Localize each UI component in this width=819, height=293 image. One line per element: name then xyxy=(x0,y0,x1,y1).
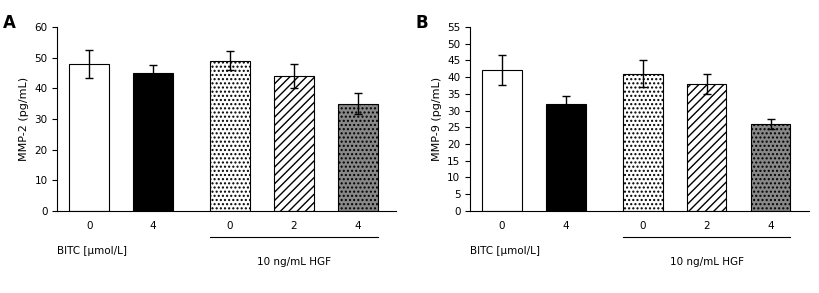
Bar xyxy=(133,73,173,211)
Text: BITC [μmol/L]: BITC [μmol/L] xyxy=(469,246,540,256)
Bar xyxy=(750,124,790,211)
Text: 10 ng/mL HGF: 10 ng/mL HGF xyxy=(256,257,330,267)
Bar xyxy=(210,61,250,211)
Text: A: A xyxy=(3,14,16,32)
Y-axis label: MMP-9 (pg/mL): MMP-9 (pg/mL) xyxy=(431,77,441,161)
Bar xyxy=(622,74,662,211)
Y-axis label: MMP-2 (pg/mL): MMP-2 (pg/mL) xyxy=(19,77,29,161)
Bar xyxy=(337,104,377,211)
Text: 10 ng/mL HGF: 10 ng/mL HGF xyxy=(669,257,743,267)
Bar xyxy=(70,64,109,211)
Bar xyxy=(274,76,314,211)
Bar xyxy=(686,84,726,211)
Text: BITC [μmol/L]: BITC [μmol/L] xyxy=(57,246,127,256)
Bar xyxy=(545,104,585,211)
Text: B: B xyxy=(415,14,428,32)
Bar xyxy=(482,70,521,211)
